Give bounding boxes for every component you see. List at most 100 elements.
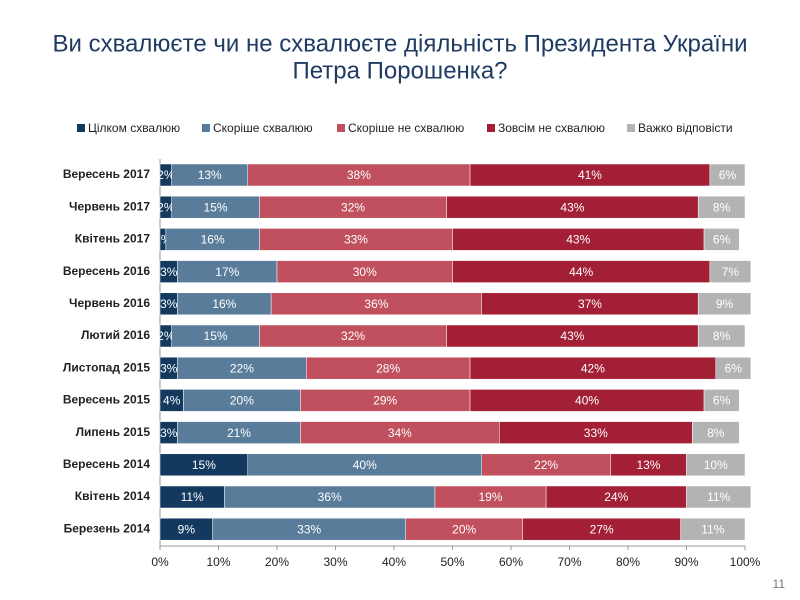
data-label: 11%	[701, 522, 724, 536]
data-label: 19%	[479, 490, 503, 504]
legend-swatch	[77, 124, 85, 132]
data-label: 2%	[157, 200, 175, 214]
x-tick-label: 40%	[382, 555, 406, 569]
x-tick-label: 70%	[557, 555, 581, 569]
page-number: 11	[773, 577, 786, 591]
data-label: 30%	[353, 265, 377, 279]
y-tick-label: Вересень 2016	[63, 264, 151, 278]
data-label: 4%	[163, 394, 181, 408]
data-label: 22%	[534, 458, 558, 472]
legend-swatch	[202, 124, 210, 132]
bar-segment	[709, 260, 752, 283]
data-label: 3%	[160, 361, 178, 375]
bar-segment	[697, 292, 752, 316]
data-label: 33%	[297, 522, 321, 536]
data-label: 9%	[716, 297, 734, 311]
data-label: 9%	[178, 522, 196, 536]
data-label: 6%	[719, 168, 737, 182]
data-label: 15%	[192, 458, 216, 472]
data-label: 32%	[341, 200, 365, 214]
data-label: 7%	[722, 265, 740, 279]
y-tick-label: Липень 2015	[76, 425, 151, 439]
y-tick-label: Червень 2017	[69, 199, 150, 213]
data-label: 37%	[578, 297, 602, 311]
data-label: 28%	[376, 361, 400, 375]
y-tick-label: Березень 2014	[64, 521, 151, 535]
bar-segment	[703, 228, 740, 251]
data-label: 8%	[713, 329, 731, 343]
data-label: 36%	[318, 490, 342, 504]
legend-label: Важко відповісти	[638, 121, 733, 135]
data-label: 42%	[581, 361, 605, 375]
data-label: 34%	[388, 426, 412, 440]
data-label: 13%	[636, 458, 660, 472]
data-label: 21%	[227, 426, 251, 440]
bar-segment	[686, 453, 746, 477]
bar-segment	[692, 421, 740, 444]
legend-label: Скоріше не схвалюю	[348, 121, 464, 135]
data-label: 8%	[713, 200, 731, 214]
data-label: 15%	[204, 200, 228, 214]
data-label: 44%	[569, 265, 593, 279]
data-label: 33%	[584, 426, 608, 440]
data-label: 10%	[704, 458, 728, 472]
data-label: 43%	[566, 233, 590, 247]
x-tick-label: 100%	[730, 555, 761, 569]
data-label: 16%	[201, 233, 225, 247]
data-label: 2%	[157, 168, 175, 182]
data-label: 20%	[452, 522, 476, 536]
data-label: 41%	[578, 168, 602, 182]
data-label: 3%	[160, 297, 178, 311]
data-label: 40%	[353, 458, 377, 472]
x-tick-label: 80%	[616, 555, 640, 569]
x-tick-label: 10%	[206, 555, 230, 569]
data-label: 38%	[347, 168, 371, 182]
y-tick-label: Лютий 2016	[81, 328, 150, 342]
x-tick-label: 60%	[499, 555, 523, 569]
y-tick-label: Вересень 2017	[63, 167, 151, 181]
y-tick-label: Квітень 2014	[75, 489, 151, 503]
data-label: 36%	[364, 297, 388, 311]
data-label: 11%	[707, 490, 730, 504]
legend-label: Зовсім не схвалюю	[498, 121, 605, 135]
y-tick-label: Вересень 2014	[63, 457, 151, 471]
legend-swatch	[627, 124, 635, 132]
data-label: 15%	[204, 329, 228, 343]
legend-swatch	[337, 124, 345, 132]
chart-title: Петра Порошенка?	[292, 57, 507, 84]
y-tick-label: Червень 2016	[69, 296, 150, 310]
data-label: 6%	[725, 361, 743, 375]
chart-title: Ви схвалюєте чи не схвалюєте діяльність …	[52, 30, 747, 57]
y-tick-label: Вересень 2015	[63, 393, 151, 407]
bar-segment	[715, 356, 752, 380]
data-label: 17%	[215, 265, 239, 279]
data-label: 33%	[344, 233, 368, 247]
x-tick-label: 30%	[323, 555, 347, 569]
data-label: 13%	[198, 168, 222, 182]
data-label: 16%	[212, 297, 236, 311]
x-tick-label: 0%	[151, 555, 169, 569]
data-label: 24%	[604, 490, 628, 504]
y-tick-label: Листопад 2015	[63, 360, 150, 374]
y-tick-label: Квітень 2017	[75, 232, 151, 246]
bar-segment	[697, 195, 746, 219]
data-label: 6%	[713, 233, 731, 247]
data-label: 11%	[181, 490, 204, 504]
data-label: 8%	[707, 426, 725, 440]
bar-segment	[703, 389, 740, 412]
bar-segment	[680, 517, 746, 541]
data-label: 3%	[160, 426, 178, 440]
legend-label: Цілком схвалюю	[88, 121, 180, 135]
legend-label: Скоріше схвалюю	[213, 121, 313, 135]
bar-segment	[709, 163, 746, 187]
data-label: 2%	[157, 329, 175, 343]
data-label: 3%	[160, 265, 178, 279]
data-label: 6%	[713, 394, 731, 408]
data-label: 43%	[560, 200, 584, 214]
data-label: 27%	[590, 522, 614, 536]
data-label: 29%	[373, 394, 397, 408]
data-label: 40%	[575, 394, 599, 408]
data-label: 22%	[230, 361, 254, 375]
x-tick-label: 20%	[265, 555, 289, 569]
